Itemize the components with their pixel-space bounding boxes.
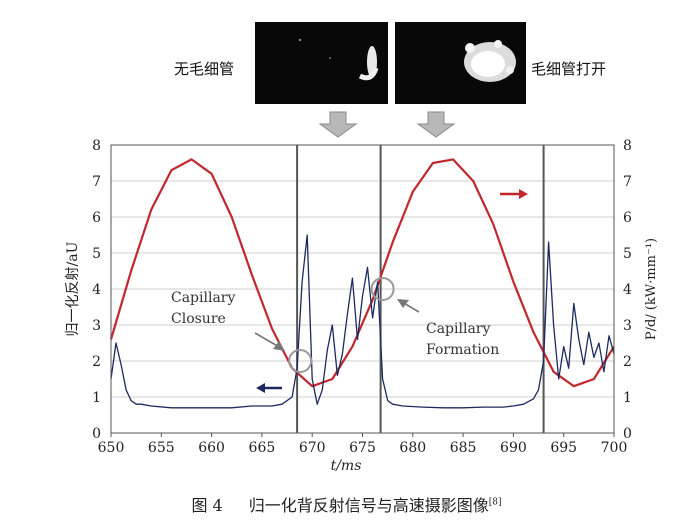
x-tick-label-3: 665 bbox=[249, 440, 276, 456]
series-lines bbox=[109, 158, 615, 409]
caption-ref: [8] bbox=[488, 497, 502, 508]
x-tick-label-0: 650 bbox=[98, 440, 125, 456]
y-tick-label-left-5: 5 bbox=[92, 246, 101, 262]
x-tick-label-7: 685 bbox=[450, 440, 477, 456]
x-ticks: 650 655 660 665 670 675 680 685 690 695 700 bbox=[98, 433, 628, 456]
y-tick-label-left-3: 3 bbox=[92, 318, 101, 334]
caption-number: 图 4 bbox=[191, 496, 223, 515]
x-axis-title: t/ms bbox=[331, 458, 362, 474]
vertical-markers bbox=[296, 145, 545, 433]
y-tick-label-right-0: 0 bbox=[623, 426, 632, 442]
annotations: Capillary Closure Capillary Formation bbox=[171, 277, 499, 373]
y-tick-label-left-7: 7 bbox=[92, 174, 101, 190]
y-tick-label-right-2: 2 bbox=[623, 354, 632, 370]
y-tick-label-left-4: 4 bbox=[92, 282, 101, 298]
photo-label-no-capillary: 无毛细管 bbox=[174, 60, 235, 78]
annotation-formation-line1: Capillary bbox=[426, 321, 490, 337]
annotation-circle-closure bbox=[288, 349, 313, 373]
down-arrow-left-icon bbox=[318, 111, 358, 138]
annotation-arrowhead-closure bbox=[273, 341, 285, 351]
annotation-formation-line2: Formation bbox=[426, 342, 499, 358]
annotation-arrowhead-formation bbox=[397, 299, 409, 308]
x-tick-label-6: 680 bbox=[399, 440, 426, 456]
x-tick-label-1: 655 bbox=[148, 440, 175, 456]
y-tick-label-left-1: 1 bbox=[92, 390, 101, 406]
y-tick-label-right-3: 3 bbox=[623, 318, 632, 334]
annotation-closure-line1: Capillary bbox=[171, 290, 235, 306]
y-axis-title-right: P/d/ (kW·mm⁻¹) bbox=[644, 238, 659, 340]
annotation-closure-line2: Closure bbox=[171, 311, 226, 327]
y-tick-label-right-6: 6 bbox=[623, 210, 632, 226]
photo-label-capillary-open: 毛细管打开 bbox=[531, 60, 607, 78]
x-tick-label-5: 675 bbox=[349, 440, 376, 456]
y-tick-label-right-8: 8 bbox=[623, 138, 632, 154]
left-axis-arrow-icon bbox=[256, 383, 282, 393]
x-tick-label-9: 695 bbox=[550, 440, 577, 456]
x-tick-label-2: 660 bbox=[198, 440, 225, 456]
y-tick-label-left-2: 2 bbox=[92, 354, 101, 370]
series-line-reflection bbox=[110, 234, 615, 409]
y-tick-label-right-7: 7 bbox=[623, 174, 632, 190]
caption-text: 归一化背反射信号与高速摄影图像 bbox=[248, 496, 489, 515]
y-tick-label-left-0: 0 bbox=[92, 426, 101, 442]
figure-caption: 图 4 归一化背反射信号与高速摄影图像[8] bbox=[0, 492, 693, 516]
photo-capillary-open bbox=[395, 22, 526, 104]
right-axis-arrow-icon bbox=[500, 189, 528, 199]
y-ticks-right: 0 1 2 3 4 5 6 7 8 bbox=[623, 138, 632, 442]
y-tick-label-right-1: 1 bbox=[623, 390, 632, 406]
x-tick-label-10: 700 bbox=[601, 440, 628, 456]
y-axis-title-left: 归一化反射/aU bbox=[64, 241, 81, 336]
y-tick-label-left-6: 6 bbox=[92, 210, 101, 226]
x-tick-label-4: 670 bbox=[299, 440, 326, 456]
photo-no-capillary bbox=[255, 22, 388, 104]
y-tick-label-right-5: 5 bbox=[623, 246, 632, 262]
down-arrow-right-icon bbox=[416, 111, 456, 138]
y-ticks-left: 0 1 2 3 4 5 6 7 8 bbox=[92, 138, 101, 442]
x-tick-label-8: 690 bbox=[500, 440, 527, 456]
annotation-circle-formation bbox=[370, 277, 395, 301]
y-tick-label-left-8: 8 bbox=[92, 138, 101, 154]
series-line-power bbox=[109, 158, 615, 388]
y-tick-label-right-4: 4 bbox=[623, 282, 632, 298]
